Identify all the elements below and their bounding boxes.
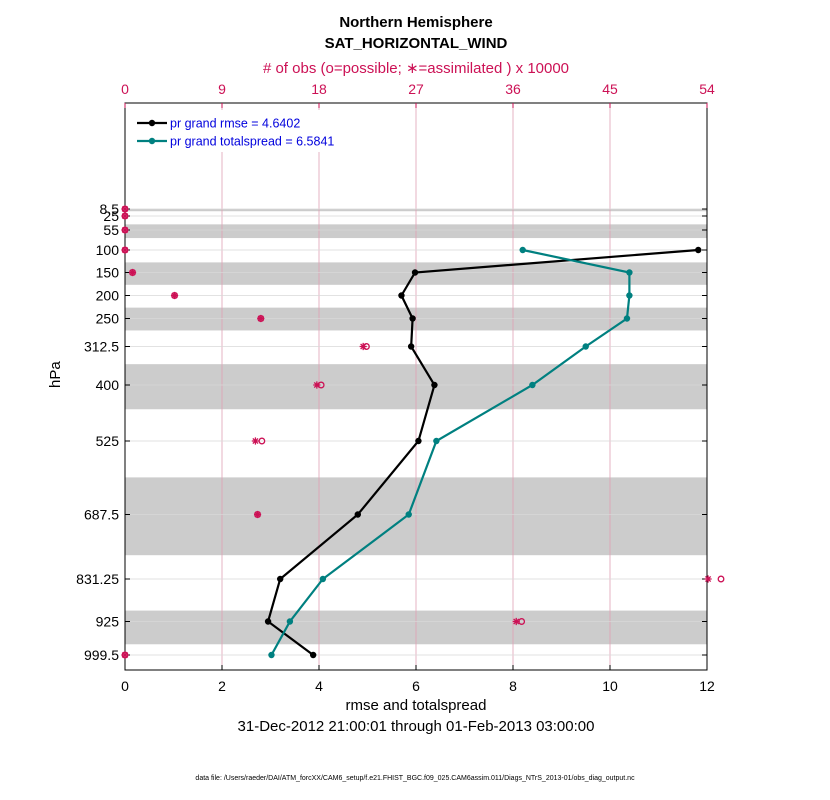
legend-label-rmse: pr grand rmse = 4.6402 <box>170 117 300 131</box>
y-tick-label: 925 <box>96 614 120 630</box>
obs-assimilated-marker <box>121 651 129 659</box>
chart-subtitle: SAT_HORIZONTAL_WIND <box>324 35 508 52</box>
y-tick-label: 25 <box>103 208 119 224</box>
series-point-rmse <box>398 292 405 299</box>
obs-assimilated-marker <box>121 205 129 213</box>
y-tick-label: 55 <box>103 222 119 238</box>
legend: pr grand rmse = 4.6402 pr grand totalspr… <box>131 110 361 152</box>
obs-assimilated-marker <box>121 212 129 220</box>
series-point-totalspread <box>519 246 526 254</box>
top-axis-label: # of obs (o=possible; ∗=assimilated ) x … <box>262 60 570 77</box>
obs-assimilated-marker <box>257 314 265 323</box>
obs-possible-marker <box>717 575 725 583</box>
y-tick-label: 250 <box>96 311 120 327</box>
series-point-rmse <box>415 437 422 445</box>
y-tick-label: 200 <box>96 288 120 304</box>
series-point-rmse <box>309 651 317 659</box>
series-point-rmse <box>354 511 361 518</box>
x-axis-label: rmse and totalspread <box>345 697 487 714</box>
top-tick-label: 0 <box>121 81 129 97</box>
y-tick-label: 8.5 <box>100 201 120 217</box>
series-point-totalspread <box>623 315 631 322</box>
x-tick-label: 0 <box>121 678 129 694</box>
series-point-rmse <box>431 381 438 389</box>
series-point-rmse <box>264 618 272 625</box>
obs-assimilated-marker <box>170 291 179 300</box>
chart-title: Northern Hemisphere <box>339 14 493 31</box>
series-point-totalspread <box>626 292 633 299</box>
legend-label-totalspread: pr grand totalspread = 6.5841 <box>170 135 334 149</box>
series-lines <box>264 246 702 659</box>
y-tick-label: 400 <box>96 377 120 393</box>
y-tick-label: 100 <box>96 242 120 258</box>
series-point-totalspread <box>268 651 275 659</box>
obs-possible-marker <box>258 437 266 445</box>
y-tick-label: 999.5 <box>84 647 119 663</box>
series-point-rmse <box>409 315 416 322</box>
obs-assimilated-marker <box>359 342 367 351</box>
series-point-rmse <box>407 343 415 350</box>
data-file-footer: data file: /Users/raeder/DAI/ATM_forcXX/… <box>195 775 635 782</box>
y-axis-label: hPa <box>47 361 64 388</box>
obs-assimilated-marker <box>121 226 129 234</box>
obs-assimilated-marker <box>251 437 260 445</box>
top-tick-label: 9 <box>218 81 226 97</box>
x-tick-label: 6 <box>412 678 420 694</box>
top-tick-label: 45 <box>602 81 618 97</box>
obs-assimilated-marker <box>512 617 520 626</box>
legend-background <box>131 110 361 152</box>
series-point-totalspread <box>626 269 633 276</box>
y-tick-label: 312.5 <box>84 339 119 355</box>
x-tick-label: 2 <box>218 678 226 694</box>
series-point-rmse <box>695 246 702 254</box>
series-point-totalspread <box>433 437 440 445</box>
top-tick-label: 54 <box>699 81 715 97</box>
x-tick-label: 8 <box>509 678 517 694</box>
obs-assimilated-marker <box>704 575 712 583</box>
obs-assimilated-marker <box>313 381 321 389</box>
obs-count-markers <box>121 205 725 659</box>
x-tick-label: 10 <box>602 678 618 694</box>
obs-assimilated-marker <box>128 268 137 277</box>
y-tick-label: 831.25 <box>76 571 119 587</box>
series-point-totalspread <box>319 575 327 583</box>
date-range: 31-Dec-2012 21:00:01 through 01-Feb-2013… <box>237 718 595 735</box>
y-tick-label: 687.5 <box>84 507 119 523</box>
obs-assimilated-marker <box>253 510 262 519</box>
series-point-totalspread <box>405 511 412 518</box>
y-tick-label: 525 <box>96 433 120 449</box>
legend-marker-totalspread <box>148 137 156 145</box>
y-tick-label: 150 <box>96 265 120 281</box>
series-point-rmse <box>411 269 419 276</box>
series-point-totalspread <box>582 343 589 350</box>
obs-assimilated-marker <box>121 246 129 254</box>
top-tick-label: 36 <box>505 81 521 97</box>
legend-marker-rmse <box>148 119 156 127</box>
x-tick-label: 4 <box>315 678 323 694</box>
series-point-totalspread <box>529 381 536 389</box>
top-tick-label: 27 <box>408 81 424 97</box>
top-tick-label: 18 <box>311 81 327 97</box>
series-point-rmse <box>277 575 284 583</box>
series-point-totalspread <box>286 618 294 625</box>
x-tick-label: 12 <box>699 678 715 694</box>
